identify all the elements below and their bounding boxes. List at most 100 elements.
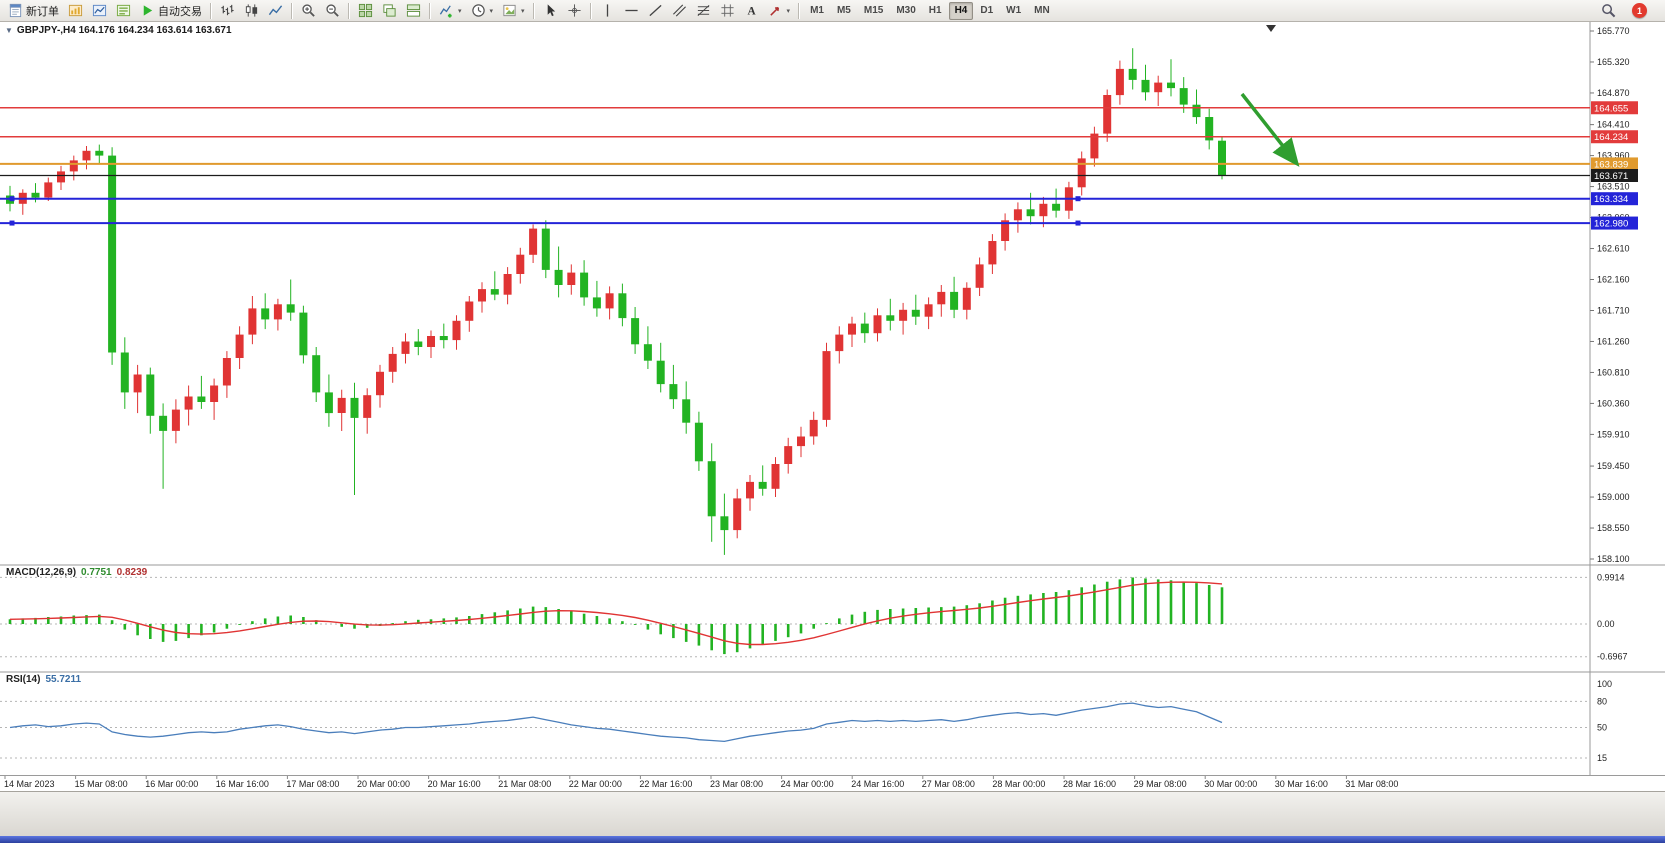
price-axis-label: 159.910 [1597,429,1630,439]
market-watch-button[interactable] [88,1,111,20]
timeframe-d1-button[interactable]: D1 [974,2,999,20]
text-button[interactable]: A [740,1,763,20]
text-icon: A [744,3,759,18]
candle-body [988,241,997,265]
macd-signal-value: 0.8239 [116,567,148,578]
price-axis-label: 161.260 [1597,336,1630,346]
terminal-button[interactable] [112,1,135,20]
fibonacci-button[interactable] [692,1,715,20]
candle-body [159,415,168,431]
price-line-badge-text: 163.671 [1594,171,1628,182]
annotation-arrow[interactable] [1240,92,1300,167]
price-line-badge-text: 163.334 [1594,194,1628,205]
timeframe-h1-button[interactable]: H1 [923,2,948,20]
candle-body [1167,82,1175,89]
templates-icon [502,3,517,18]
candle-body [171,409,180,431]
time-axis-label: 28 Mar 00:00 [992,779,1045,789]
profiles-button[interactable] [64,1,87,20]
candle-body [439,336,448,341]
candle-body [337,397,346,413]
rsi-axis-label: 15 [1597,753,1607,763]
candle-body [1141,79,1150,93]
periods-button[interactable]: ▾ [467,1,498,20]
price-line-badge-text: 163.839 [1594,159,1628,170]
price-line-badge [1591,192,1638,206]
time-axis-label: 14 Mar 2023 [4,779,55,789]
candle-body [350,397,359,418]
timeframe-m5-button[interactable]: M5 [831,2,857,20]
bars-chart-icon [220,3,235,18]
cascade-windows-button[interactable] [378,1,401,20]
time-axis-label: 20 Mar 16:00 [428,779,481,789]
crosshair-button[interactable] [563,1,586,20]
fibonacci-icon [696,3,711,18]
time-axis-label: 20 Mar 00:00 [357,779,410,789]
candle-body [1026,209,1035,217]
timeframe-m15-button[interactable]: M15 [858,2,889,20]
timeframe-mn-button[interactable]: MN [1028,2,1056,20]
line-handle[interactable] [1075,196,1081,202]
indicators-button[interactable]: ▾ [435,1,466,20]
candle-body [1128,68,1137,80]
trendline-button[interactable] [644,1,667,20]
price-axis-label: 164.410 [1597,120,1630,130]
candle-body [82,150,91,161]
timeframe-m30-button[interactable]: M30 [890,2,921,20]
price-axis-label: 158.550 [1597,523,1630,533]
time-axis-label: 16 Mar 16:00 [216,779,269,789]
candle-body [248,308,257,335]
grid-button[interactable] [716,1,739,20]
price-axis-label: 159.000 [1597,492,1630,502]
candle-body [452,320,461,341]
collapse-chevron-icon[interactable]: ▼ [5,26,13,35]
line-handle[interactable] [9,220,15,226]
chart-shift-marker[interactable] [1266,25,1276,32]
timeframe-w1-button[interactable]: W1 [1000,2,1027,20]
notification-badge[interactable]: 1 [1632,3,1647,18]
line-chart-mode-button[interactable] [264,1,287,20]
channel-button[interactable] [668,1,691,20]
tile-windows-button[interactable] [354,1,377,20]
auto-trading-button[interactable]: 自动交易 [136,1,206,20]
candle-body [911,309,920,317]
new-order-button[interactable]: 新订单 [4,1,63,20]
line-handle[interactable] [9,196,15,202]
timeframe-m1-button[interactable]: M1 [804,2,830,20]
candle-body [631,318,640,345]
zoom-in-button[interactable] [297,1,320,20]
zoom-out-button[interactable] [321,1,344,20]
bar-chart-mode-button[interactable] [216,1,239,20]
toolbar-separator [429,2,431,19]
candle-body [937,291,946,305]
time-axis[interactable]: 14 Mar 2023 15 Mar 08:00 16 Mar 00:00 16 Ma… [4,776,1398,789]
timeframe-h4-button[interactable]: H4 [948,1,974,20]
tile-horizontal-button[interactable] [402,1,425,20]
templates-button[interactable]: ▾ [498,1,529,20]
search-button[interactable] [1597,1,1620,20]
candle-body [1218,140,1226,176]
trendline-icon [648,3,663,18]
time-axis-label: 29 Mar 08:00 [1134,779,1187,789]
price-axis-label: 163.960 [1597,151,1630,161]
candle-chart-mode-button[interactable] [240,1,263,20]
vertical-line-button[interactable] [596,1,619,20]
horizontal-line-button[interactable] [620,1,643,20]
candle-body [886,315,895,321]
candle-body [490,289,499,295]
rsi-name: RSI(14) [6,674,41,685]
svg-text:A: A [747,6,756,18]
line-handle[interactable] [1075,220,1081,226]
time-axis-label: 22 Mar 00:00 [569,779,622,789]
arrows-button[interactable]: ▾ [764,1,795,20]
candle-body [797,436,805,447]
candle-body [363,395,372,418]
candle-body [529,228,538,255]
candle-body [273,304,282,320]
cursor-button[interactable] [539,1,562,20]
candle-body [388,353,397,372]
time-axis-label: 30 Mar 00:00 [1204,779,1257,789]
vertical-line-icon [600,3,615,18]
candle-body [643,344,652,361]
